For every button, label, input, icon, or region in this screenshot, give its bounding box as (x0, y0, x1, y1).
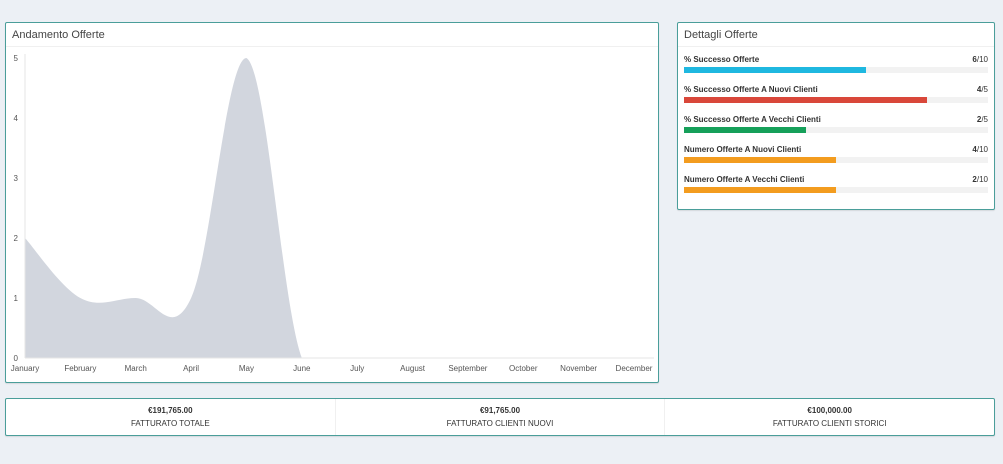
progress-fill (684, 127, 806, 133)
y-tick-label: 1 (14, 294, 19, 303)
revenue-totals-panel: €191,765.00 FATTURATO TOTALE €91,765.00 … (5, 398, 995, 436)
y-tick-label: 0 (14, 354, 19, 363)
x-tick-label: December (616, 364, 653, 373)
total-value: €191,765.00 (148, 406, 193, 415)
total-value: €91,765.00 (479, 406, 521, 415)
progress-track (684, 97, 988, 103)
total-revenue: €191,765.00 FATTURATO TOTALE (6, 399, 336, 435)
x-tick-label: July (350, 364, 364, 373)
progress-label: Numero Offerte A Vecchi Clienti (684, 175, 805, 184)
progress-value: 4 (976, 85, 982, 94)
x-tick-label: September (448, 364, 487, 373)
progress-item-count-new-clients: Numero Offerte A Nuovi Clienti 4/10 (684, 145, 988, 163)
offers-trend-panel: Andamento Offerte 0 1 2 3 4 5 January February M… (5, 22, 659, 383)
total-label: FATTURATO TOTALE (130, 419, 210, 428)
progress-total: /5 (981, 115, 988, 124)
y-tick-label: 5 (14, 54, 19, 63)
x-tick-label: April (183, 364, 199, 373)
y-tick-label: 4 (14, 114, 19, 123)
progress-total: /10 (976, 175, 988, 184)
progress-value: 6 (972, 55, 977, 64)
progress-track (684, 187, 988, 193)
x-tick-label: June (293, 364, 311, 373)
x-tick-label: January (11, 364, 39, 373)
y-tick-label: 2 (14, 234, 19, 243)
progress-item-success-old-clients: % Successo Offerte A Vecchi Clienti 2/5 (684, 115, 988, 133)
progress-item-success: % Successo Offerte 6/10 (684, 55, 988, 73)
progress-item-success-new-clients: % Successo Offerte A Nuovi Clienti 4/5 (684, 85, 988, 103)
progress-label: % Successo Offerte A Vecchi Clienti (684, 115, 821, 124)
progress-fill (684, 157, 836, 163)
progress-item-count-old-clients: Numero Offerte A Vecchi Clienti 2/10 (684, 175, 988, 193)
progress-label: % Successo Offerte (684, 55, 760, 64)
progress-label: Numero Offerte A Nuovi Clienti (684, 145, 802, 154)
offers-trend-title: Andamento Offerte (6, 23, 658, 47)
total-value: €100,000.00 (807, 406, 852, 415)
x-tick-label: August (400, 364, 426, 373)
progress-value: 2 (976, 115, 982, 124)
progress-label: % Successo Offerte A Nuovi Clienti (684, 85, 818, 94)
progress-fill (684, 67, 867, 73)
x-tick-label: November (560, 364, 597, 373)
progress-value: 2 (972, 175, 977, 184)
progress-total: /10 (976, 145, 988, 154)
progress-total: /10 (976, 55, 988, 64)
area-series (25, 58, 634, 358)
y-tick-label: 3 (14, 174, 19, 183)
offers-trend-chart: 0 1 2 3 4 5 January February March April May June Ju… (11, 54, 654, 373)
total-label: FATTURATO CLIENTI STORICI (772, 419, 887, 428)
x-tick-label: March (125, 364, 147, 373)
old-clients-revenue: €100,000.00 FATTURATO CLIENTI STORICI (665, 399, 994, 435)
progress-value: 4 (972, 145, 977, 154)
x-tick-label: May (239, 364, 254, 373)
progress-total: /5 (981, 85, 988, 94)
offer-details-panel: Dettagli Offerte % Successo Offerte 6/10… (677, 22, 995, 210)
progress-track (684, 157, 988, 163)
x-tick-label: February (64, 364, 96, 373)
offer-details-title: Dettagli Offerte (678, 23, 994, 47)
progress-fill (684, 187, 836, 193)
new-clients-revenue: €91,765.00 FATTURATO CLIENTI NUOVI (336, 399, 666, 435)
total-label: FATTURATO CLIENTI NUOVI (446, 419, 554, 428)
progress-track (684, 67, 988, 73)
progress-track (684, 127, 988, 133)
progress-fill (684, 97, 928, 103)
x-tick-label: October (509, 364, 538, 373)
